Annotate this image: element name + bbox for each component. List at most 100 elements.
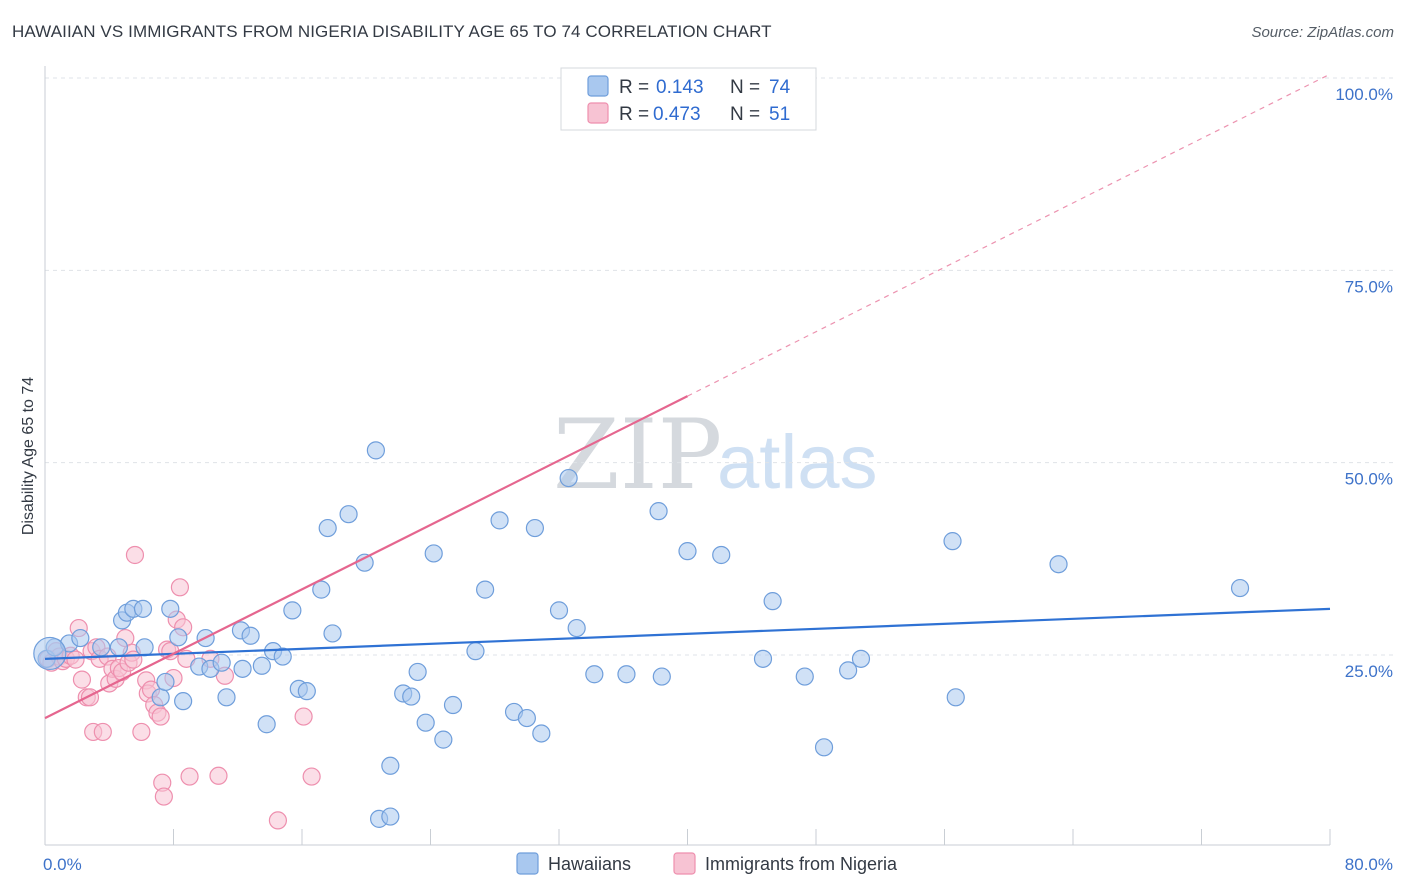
correlation-legend: R = 0.143 N = 74 R = 0.473 N = 51 [560, 67, 817, 131]
hawaiian-point [283, 601, 302, 620]
legend-n-label-nigeria: N = [730, 104, 760, 125]
hawaiian-point [585, 665, 604, 684]
bottom-legend-label-nigeria: Immigrants from Nigeria [705, 854, 898, 874]
hawaiian-point [252, 656, 271, 675]
bottom-legend-label-hawaiians: Hawaiians [548, 854, 631, 874]
nigeria-point [72, 670, 92, 689]
x-tick-labels: 0.0% 80.0% [43, 855, 1393, 874]
hawaiian-point [525, 518, 545, 538]
hawaiian-point [323, 624, 342, 643]
axes [44, 66, 1331, 846]
hawaiian-point [156, 672, 175, 692]
hawaiian-point [339, 505, 358, 524]
hawaiian-point [712, 545, 731, 565]
hawaiian-point [318, 518, 337, 538]
hawaiian-point [174, 692, 193, 711]
nigeria-point [302, 767, 321, 786]
legend-r-value-nigeria: 0.473 [653, 104, 701, 125]
hawaiian-point [1230, 578, 1250, 598]
hawaiian-point [402, 687, 421, 706]
series-legend: Hawaiians Immigrants from Nigeria [516, 852, 898, 875]
hawaiian-point [434, 730, 453, 749]
y-tick-labels: 25.0% 50.0% 75.0% 100.0% [1335, 85, 1393, 681]
hawaiian-point [133, 599, 153, 618]
hawaiian-point [424, 544, 443, 563]
legend-swatch-hawaiians [587, 75, 609, 97]
hawaiian-point [549, 601, 569, 620]
hawaiian-point [946, 688, 965, 707]
chart-title: HAWAIIAN VS IMMIGRANTS FROM NIGERIA DISA… [12, 22, 772, 41]
hawaiian-point [851, 649, 871, 668]
hawaiian-point [532, 724, 551, 743]
y-tick-label: 50.0% [1345, 470, 1393, 489]
hawaiian-point [92, 638, 111, 657]
legend-r-value-hawaiians: 0.143 [656, 77, 704, 98]
legend-n-value-nigeria: 51 [769, 104, 790, 125]
y-axis-title: Disability Age 65 to 74 [20, 377, 37, 535]
hawaiian-point [466, 642, 485, 661]
nigeria-trend-line [44, 395, 688, 720]
hawaiian-point [366, 441, 385, 460]
trend-lines [44, 73, 1331, 720]
legend-swatch-nigeria [587, 102, 609, 124]
watermark: ZIP atlas [553, 399, 878, 511]
hawaiian-point [312, 580, 331, 599]
hawaiian-point [839, 661, 858, 680]
legend-n-label-hawaiians: N = [730, 77, 760, 98]
hawaiian-point [217, 688, 236, 707]
nigeria-point [268, 811, 288, 830]
nigeria-point [132, 722, 151, 742]
hawaiian-point [814, 738, 834, 757]
nigeria-point [209, 766, 228, 785]
hawaiian-point [212, 653, 231, 672]
hawaiian-point [233, 659, 252, 678]
x-tick-label: 80.0% [1345, 855, 1393, 874]
hawaiian-point [559, 468, 578, 488]
nigeria-point [170, 578, 190, 597]
legend-n-value-hawaiians: 74 [769, 77, 791, 98]
nigeria-point [151, 707, 170, 726]
hawaiian-point [381, 756, 400, 775]
y-tick-label: 75.0% [1345, 277, 1393, 296]
y-tick-label: 100.0% [1335, 85, 1393, 104]
nigeria-points [39, 545, 321, 830]
nigeria-point [180, 767, 199, 786]
hawaiian-point [567, 618, 586, 638]
hawaiian-point [416, 713, 435, 732]
hawaiian-point [678, 542, 697, 561]
hawaiian-point [273, 647, 292, 666]
hawaiian-point [257, 715, 276, 734]
bottom-legend-swatch-hawaiians [516, 852, 539, 875]
hawaiian-point [1049, 555, 1068, 574]
nigeria-point [66, 650, 85, 669]
hawaiian-point [135, 638, 154, 657]
nigeria-point [93, 722, 112, 742]
hawaiian-point [476, 580, 495, 599]
hawaiian-point [161, 599, 180, 618]
y-tick-label: 25.0% [1345, 662, 1393, 681]
hawaiian-point [408, 662, 427, 682]
hawaiian-point [490, 511, 509, 530]
hawaiian-point [943, 532, 962, 551]
hawaiian-point [33, 636, 67, 671]
legend-r-label-nigeria: R = [619, 104, 649, 125]
hawaiian-point [241, 626, 260, 645]
hawaiian-point [109, 638, 128, 657]
hawaiian-point [795, 667, 814, 686]
chart-source: Source: ZipAtlas.com [1251, 24, 1394, 41]
hawaiian-point [151, 688, 170, 707]
hawaiian-point [763, 592, 782, 611]
bottom-legend-swatch-nigeria [673, 852, 696, 875]
hawaiian-point [517, 708, 536, 728]
x-tick-label: 0.0% [43, 855, 82, 874]
hawaiian-points [33, 441, 1250, 828]
watermark-zip: ZIP [553, 399, 722, 511]
hawaiian-point [652, 667, 671, 686]
hawaiian-point [443, 695, 463, 715]
hawaiian-point [649, 502, 668, 521]
hawaiian-point [169, 628, 188, 647]
hawaiians-trend-line [44, 607, 1331, 660]
hawaiian-point [753, 649, 773, 668]
nigeria-point [294, 707, 313, 726]
